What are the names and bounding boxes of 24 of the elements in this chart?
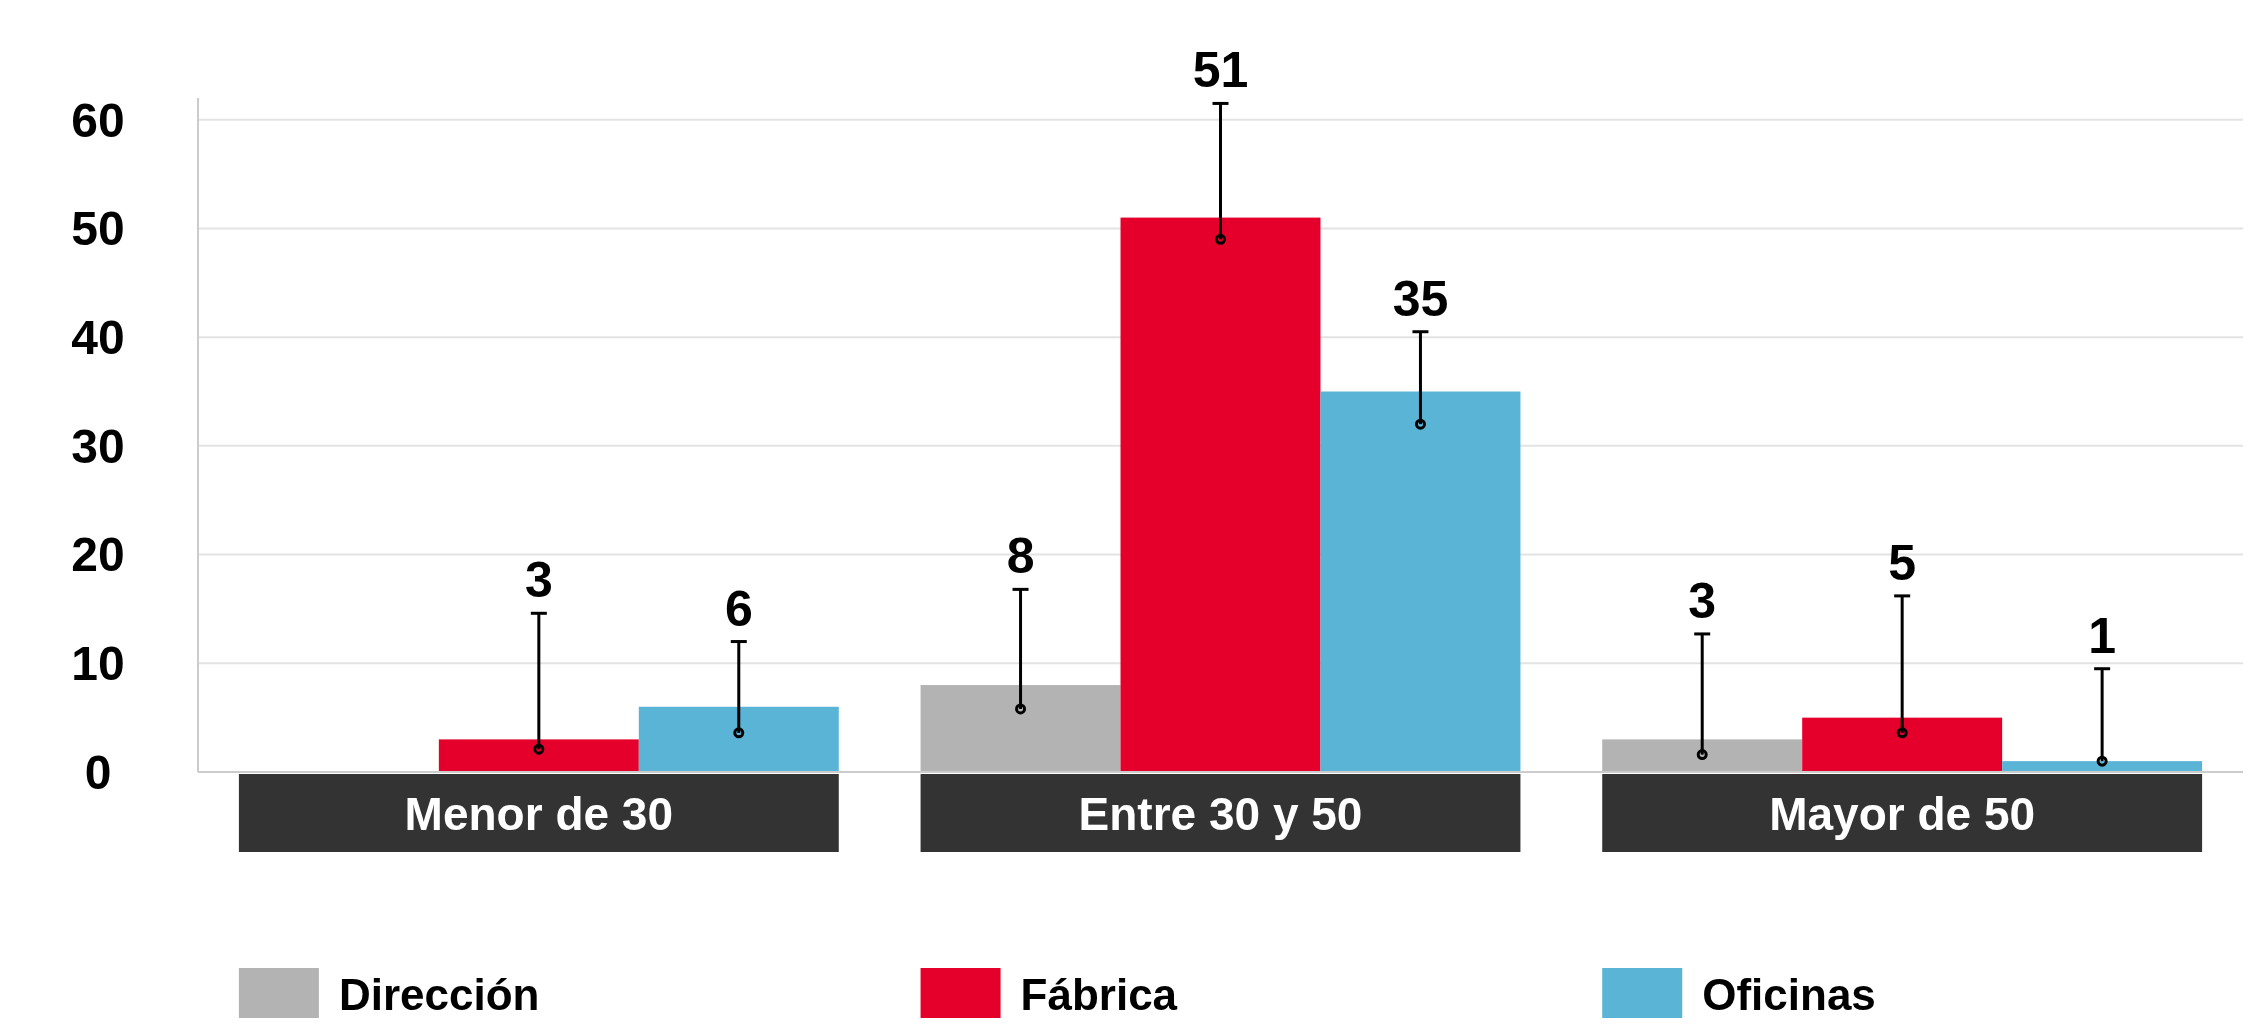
data-label: 3 (524, 552, 553, 609)
bar (2002, 761, 2203, 772)
y-tick-label: 60 (71, 93, 125, 147)
y-tick-label: 10 (71, 637, 125, 691)
x-tick-label: Mayor de 50 (1769, 788, 2036, 841)
y-tick-label: 40 (71, 310, 125, 364)
y-tick-label: 0 (84, 745, 112, 799)
y-tick-label: 50 (71, 202, 125, 256)
legend-label: Fábrica (1020, 970, 1178, 1020)
legend-label: Dirección (338, 970, 540, 1020)
data-label: 6 (724, 580, 753, 637)
data-label: 3 (1688, 572, 1717, 629)
data-label: 8 (1006, 528, 1035, 585)
y-tick-label: 20 (71, 528, 125, 582)
data-label: 35 (1392, 270, 1449, 327)
data-label: 51 (1192, 42, 1249, 99)
bar (1602, 739, 1803, 772)
data-label: 1 (2088, 607, 2117, 664)
data-label: 5 (1888, 534, 1917, 591)
legend-label: Oficinas (1702, 970, 1876, 1020)
x-tick-label: Entre 30 y 50 (1078, 788, 1363, 841)
y-tick-label: 30 (71, 419, 125, 473)
x-tick-label: Menor de 30 (404, 788, 674, 841)
bar (438, 739, 639, 772)
